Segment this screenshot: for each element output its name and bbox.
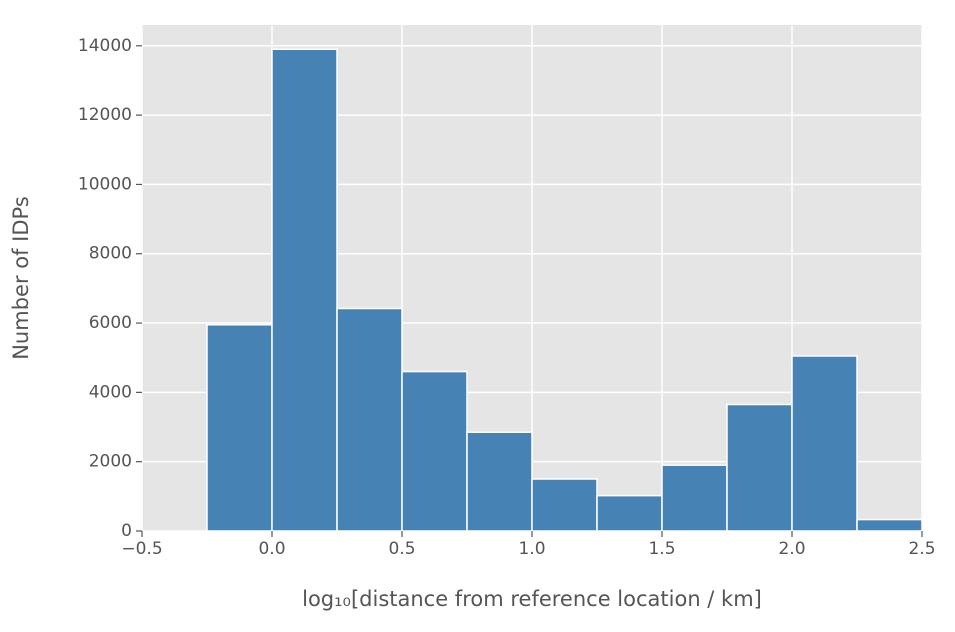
y-tick-label: 10000: [78, 174, 132, 194]
x-tick-label: 2.5: [908, 539, 935, 559]
x-tick-label: 0.5: [388, 539, 415, 559]
bar: [336, 307, 403, 532]
bar: [531, 478, 598, 532]
y-tick-label: 4000: [89, 382, 132, 402]
bar: [271, 48, 338, 532]
bar: [856, 518, 923, 532]
y-axis-label: Number of IDPs: [9, 196, 33, 360]
x-tick-label: 1.5: [648, 539, 675, 559]
x-tick-label: 2.0: [778, 539, 805, 559]
x-axis-label: log₁₀[distance from reference location /…: [302, 587, 762, 611]
y-tick-label: 14000: [78, 36, 132, 56]
bar: [401, 370, 468, 532]
bar: [791, 355, 858, 532]
bar: [661, 464, 728, 532]
x-tick-label: 1.0: [518, 539, 545, 559]
bar: [726, 403, 793, 532]
bar: [466, 431, 533, 532]
x-tick-label: −0.5: [121, 539, 162, 559]
y-tick-label: 6000: [89, 313, 132, 333]
y-tick-label: 0: [121, 521, 132, 541]
y-tick-label: 8000: [89, 244, 132, 264]
bar: [206, 324, 273, 532]
x-tick-label: 0.0: [258, 539, 285, 559]
bar: [596, 494, 663, 532]
y-tick-label: 2000: [89, 452, 132, 472]
y-tick-label: 12000: [78, 105, 132, 125]
